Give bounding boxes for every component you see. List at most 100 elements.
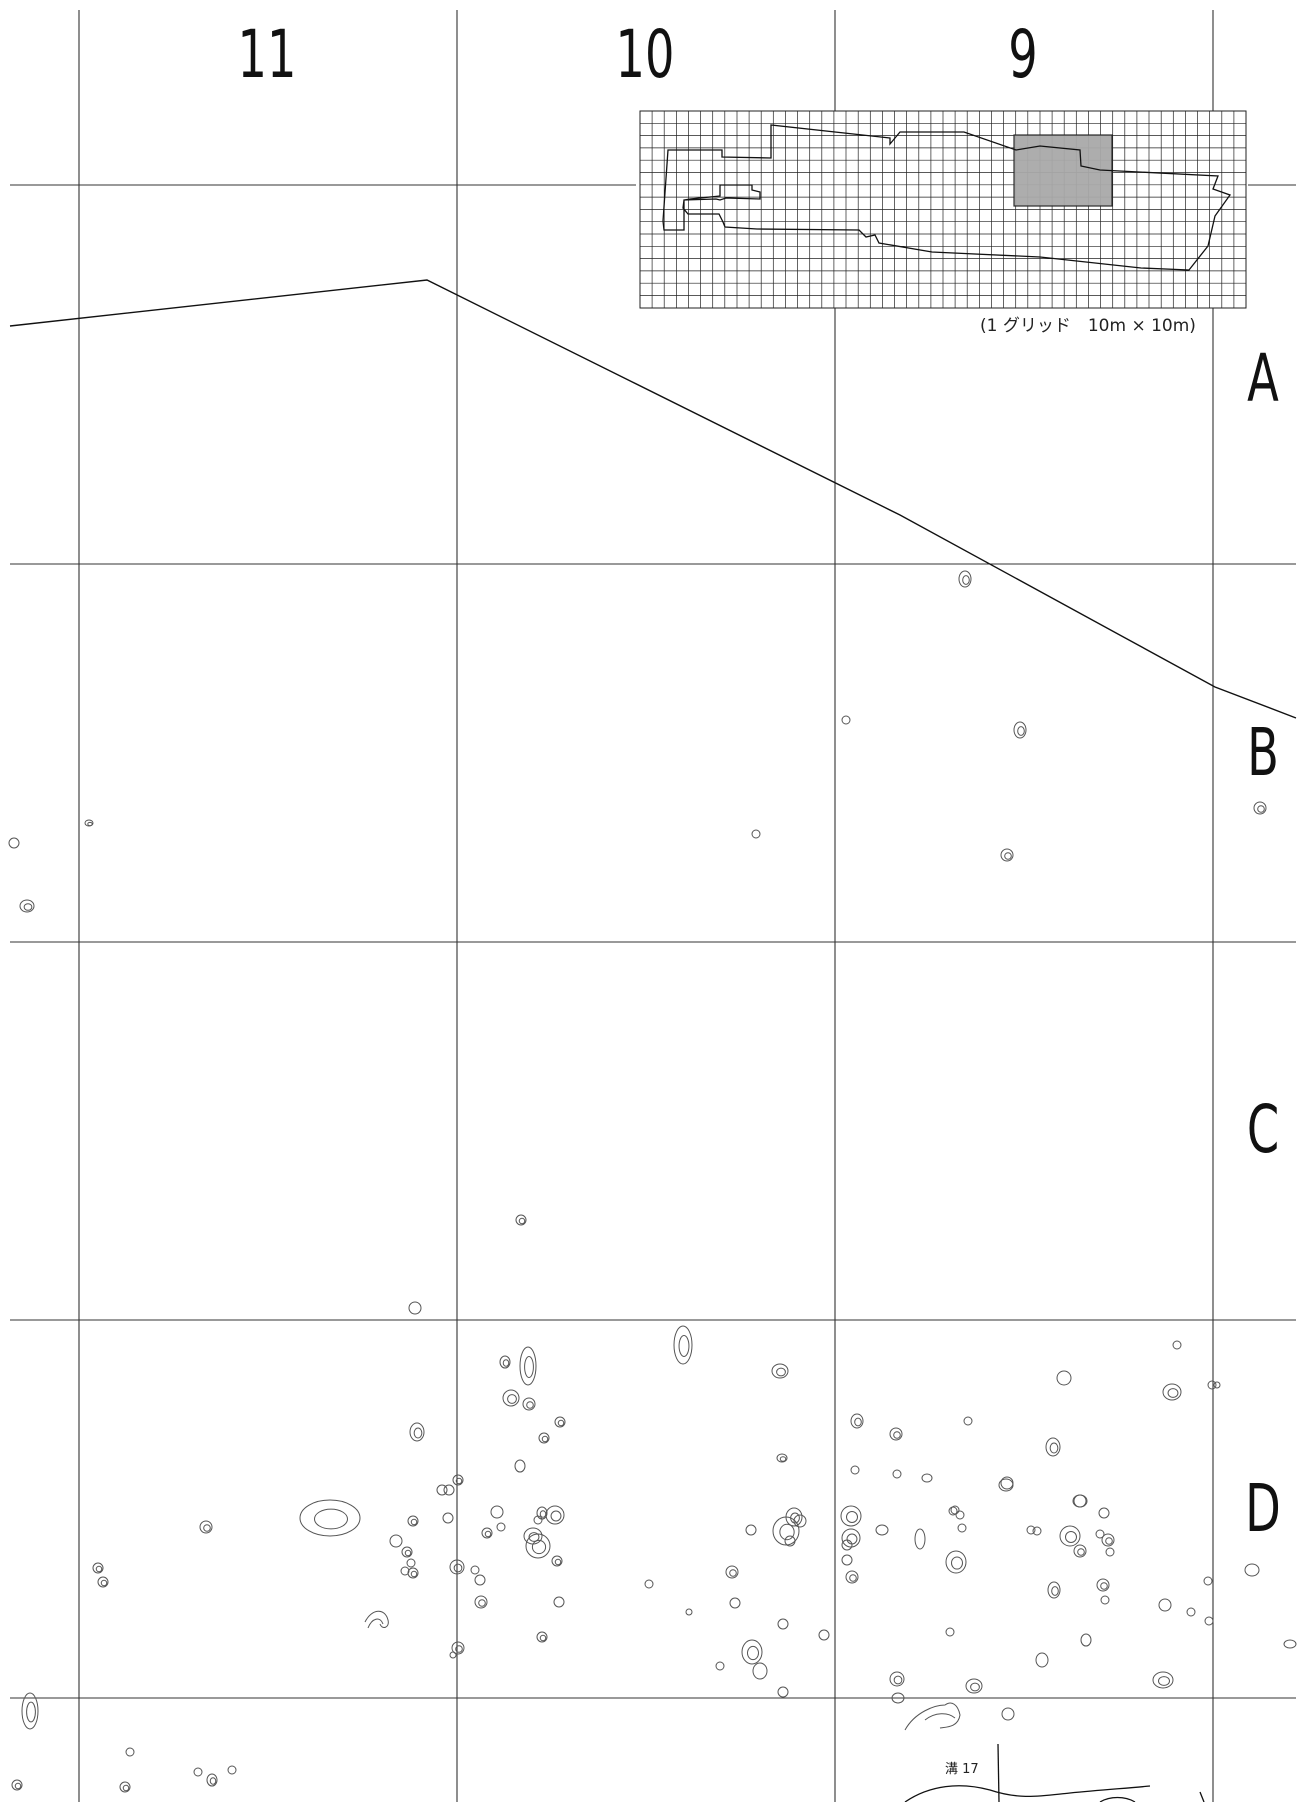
feature-pit	[772, 1516, 800, 1546]
feature-pit	[1186, 1607, 1196, 1617]
feature-pit-inner	[528, 1532, 540, 1542]
feature-pit	[1203, 1576, 1213, 1586]
feature-pit-inner	[410, 1518, 418, 1526]
feature-pit	[889, 1671, 905, 1687]
feature-pit-inner	[455, 1477, 463, 1485]
feature-pit	[470, 1565, 480, 1575]
feature-pit	[407, 1567, 419, 1579]
feature-pit	[850, 1413, 864, 1429]
feature-pit	[914, 1528, 926, 1550]
feature-pit	[1080, 1633, 1092, 1647]
feature-pit	[1096, 1578, 1110, 1592]
feature-pit	[1101, 1533, 1115, 1547]
feature-pit-inner	[951, 1556, 963, 1570]
grid-lines	[10, 10, 1296, 1802]
ditch-label: 溝 17	[945, 1762, 979, 1777]
feature-pit-inner	[203, 1524, 211, 1532]
feature-pit-inner	[550, 1510, 562, 1522]
feature-pit-inner	[1017, 726, 1025, 736]
feature-pit	[745, 1524, 757, 1536]
feature-irregular	[924, 1713, 956, 1721]
feature-pit-inner	[846, 1533, 858, 1545]
feature-pit	[1095, 1529, 1105, 1539]
feature-pit-inner	[962, 575, 970, 585]
feature-pit	[1172, 1340, 1182, 1350]
feature-pit	[752, 1662, 768, 1680]
feature-pit-inner	[779, 1523, 795, 1541]
feature-pit-inner	[95, 1565, 103, 1573]
feature-pit	[948, 1506, 958, 1516]
feature-pit	[892, 1469, 902, 1479]
feature-pit-inner	[524, 1356, 534, 1378]
key-map-caption: (1 グリッド 10m × 10m)	[980, 316, 1196, 336]
feature-pit-inner	[541, 1435, 549, 1443]
feature-pit	[1253, 801, 1267, 815]
feature-pit-inner	[1257, 805, 1265, 813]
feature-pit	[644, 1579, 654, 1589]
feature-pit-inner	[1004, 852, 1012, 860]
site-boundary-line	[9, 279, 1297, 719]
feature-pit	[784, 1535, 796, 1547]
feature-pit-inner	[1049, 1442, 1059, 1454]
feature-pit	[845, 1570, 859, 1584]
row-label-d: D	[1245, 1470, 1281, 1547]
ditch-17	[904, 1743, 1205, 1802]
feature-pit	[1204, 1616, 1214, 1626]
feature-pit	[299, 1499, 361, 1537]
feature-pit	[536, 1631, 548, 1643]
feature-pit	[945, 1627, 955, 1637]
feature-pit-inner	[404, 1549, 412, 1557]
feature-pit	[474, 1574, 486, 1586]
feature-pit	[199, 1520, 213, 1534]
column-label-9: 9	[1008, 16, 1038, 93]
feature-pit-inner	[539, 1510, 547, 1518]
feature-pit	[729, 1597, 741, 1609]
feature-pit	[818, 1629, 830, 1641]
feature-pit	[407, 1515, 419, 1527]
feature-pit	[841, 1554, 853, 1566]
feature-pit-inner	[729, 1569, 737, 1577]
feature-pit-inner	[455, 1645, 463, 1653]
key-map-highlight	[1013, 134, 1113, 207]
feature-pit	[1152, 1671, 1174, 1689]
feature-pit-inner	[1051, 1586, 1059, 1596]
feature-pit	[125, 1747, 135, 1757]
feature-pit	[840, 1505, 862, 1527]
feature-pit-inner	[23, 903, 33, 911]
feature-pit	[97, 1576, 109, 1588]
feature-pit	[436, 1484, 448, 1496]
feature-pit-inner	[747, 1645, 759, 1661]
feature-pit	[1073, 1494, 1087, 1508]
feature-pit	[673, 1325, 693, 1365]
feature-pit-inner	[1077, 1548, 1085, 1556]
feature-pit	[515, 1214, 527, 1226]
feature-pit	[519, 1346, 537, 1386]
feature-pit	[751, 829, 761, 839]
column-label-10: 10	[615, 16, 675, 93]
feature-pit-inner	[502, 1359, 510, 1367]
feature-pit-inner	[531, 1539, 547, 1555]
feature-pit	[1000, 848, 1014, 862]
feature-pit	[955, 1510, 965, 1520]
row-label-b: B	[1247, 714, 1279, 791]
feature-pit-inner	[209, 1777, 217, 1785]
archaeological-features	[8, 570, 1297, 1793]
feature-pit	[19, 899, 35, 913]
feature-pit	[8, 837, 20, 849]
feature-pit	[502, 1389, 520, 1407]
feature-pit	[1001, 1707, 1015, 1721]
feature-pit-inner	[1065, 1531, 1077, 1543]
feature-pit	[1098, 1507, 1110, 1519]
feature-pit	[945, 1550, 967, 1574]
feature-pit-inner	[557, 1419, 565, 1427]
feature-pit	[553, 1596, 565, 1608]
feature-pit-inner	[484, 1530, 492, 1538]
feature-pit-inner	[453, 1563, 463, 1573]
feature-pit	[545, 1505, 565, 1525]
feature-pit	[401, 1546, 413, 1558]
feature-pit	[449, 1651, 457, 1659]
feature-pit	[389, 1534, 403, 1548]
feature-pit-inner	[100, 1579, 108, 1587]
feature-pit-inner	[1100, 1582, 1108, 1590]
feature-pit	[1035, 1652, 1049, 1668]
